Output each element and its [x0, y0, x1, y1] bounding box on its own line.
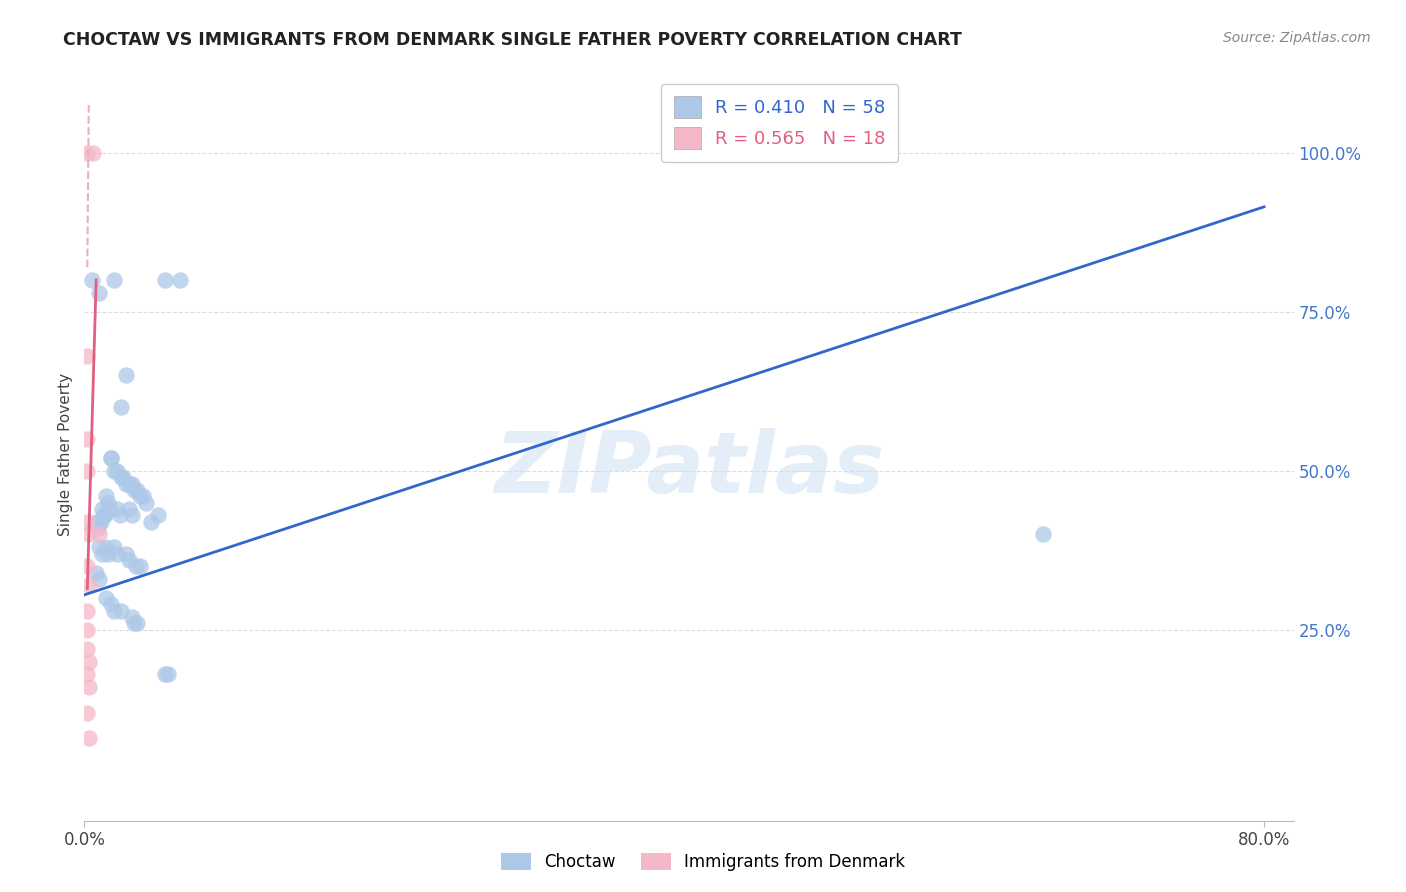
Point [157, 667, 180, 681]
Point [139, 515, 162, 529]
Point [127, 483, 149, 497]
Point [121, 610, 143, 624]
Point [103, 604, 125, 618]
Text: Source: ZipAtlas.com: Source: ZipAtlas.com [1223, 31, 1371, 45]
Point [87, 527, 110, 541]
Point [127, 616, 149, 631]
Point [87, 285, 110, 300]
Point [76, 623, 98, 637]
Point [114, 476, 136, 491]
Point [169, 273, 191, 287]
Point [91, 502, 114, 516]
Point [77, 731, 100, 745]
Point [77, 527, 100, 541]
Point [105, 502, 128, 516]
Point [100, 451, 122, 466]
Point [97, 495, 120, 509]
Point [96, 540, 118, 554]
Point [117, 553, 139, 567]
Point [87, 515, 110, 529]
Point [121, 476, 143, 491]
Point [146, 508, 169, 523]
Point [132, 489, 155, 503]
Point [84, 515, 107, 529]
Point [77, 655, 100, 669]
Point [93, 508, 115, 523]
Point [111, 470, 134, 484]
Point [124, 483, 146, 497]
Point [86, 521, 108, 535]
Point [110, 401, 132, 415]
Point [82, 145, 104, 160]
Point [98, 502, 121, 516]
Point [97, 547, 120, 561]
Point [103, 540, 125, 554]
Point [129, 489, 152, 503]
Point [129, 559, 152, 574]
Legend: Choctaw, Immigrants from Denmark: Choctaw, Immigrants from Denmark [492, 845, 914, 880]
Point [91, 547, 114, 561]
Point [96, 591, 118, 605]
Point [121, 508, 143, 523]
Point [76, 432, 98, 446]
Point [110, 604, 132, 618]
Text: ZIPatlas: ZIPatlas [494, 428, 884, 511]
Point [117, 476, 139, 491]
Point [108, 508, 131, 523]
Point [76, 667, 98, 681]
Point [110, 470, 132, 484]
Point [76, 559, 98, 574]
Point [125, 559, 148, 574]
Point [155, 273, 177, 287]
Point [76, 349, 98, 363]
Y-axis label: Single Father Poverty: Single Father Poverty [58, 374, 73, 536]
Point [87, 540, 110, 554]
Point [76, 145, 98, 160]
Point [135, 495, 157, 509]
Legend: R = 0.410   N = 58, R = 0.565   N = 18: R = 0.410 N = 58, R = 0.565 N = 18 [661, 84, 898, 162]
Point [77, 680, 100, 694]
Point [76, 706, 98, 720]
Point [105, 547, 128, 561]
Point [76, 641, 98, 656]
Point [117, 502, 139, 516]
Point [105, 464, 128, 478]
Point [103, 273, 125, 287]
Point [76, 515, 98, 529]
Point [77, 578, 100, 592]
Point [103, 464, 125, 478]
Point [124, 616, 146, 631]
Point [96, 489, 118, 503]
Point [76, 464, 98, 478]
Point [84, 566, 107, 580]
Text: CHOCTAW VS IMMIGRANTS FROM DENMARK SINGLE FATHER POVERTY CORRELATION CHART: CHOCTAW VS IMMIGRANTS FROM DENMARK SINGL… [63, 31, 962, 49]
Point [114, 368, 136, 383]
Point [80, 273, 103, 287]
Point [94, 508, 117, 523]
Point [87, 572, 110, 586]
Point [76, 604, 98, 618]
Point [155, 667, 177, 681]
Point [1032, 527, 1054, 541]
Point [90, 515, 112, 529]
Point [100, 598, 122, 612]
Point [100, 451, 122, 466]
Point [114, 547, 136, 561]
